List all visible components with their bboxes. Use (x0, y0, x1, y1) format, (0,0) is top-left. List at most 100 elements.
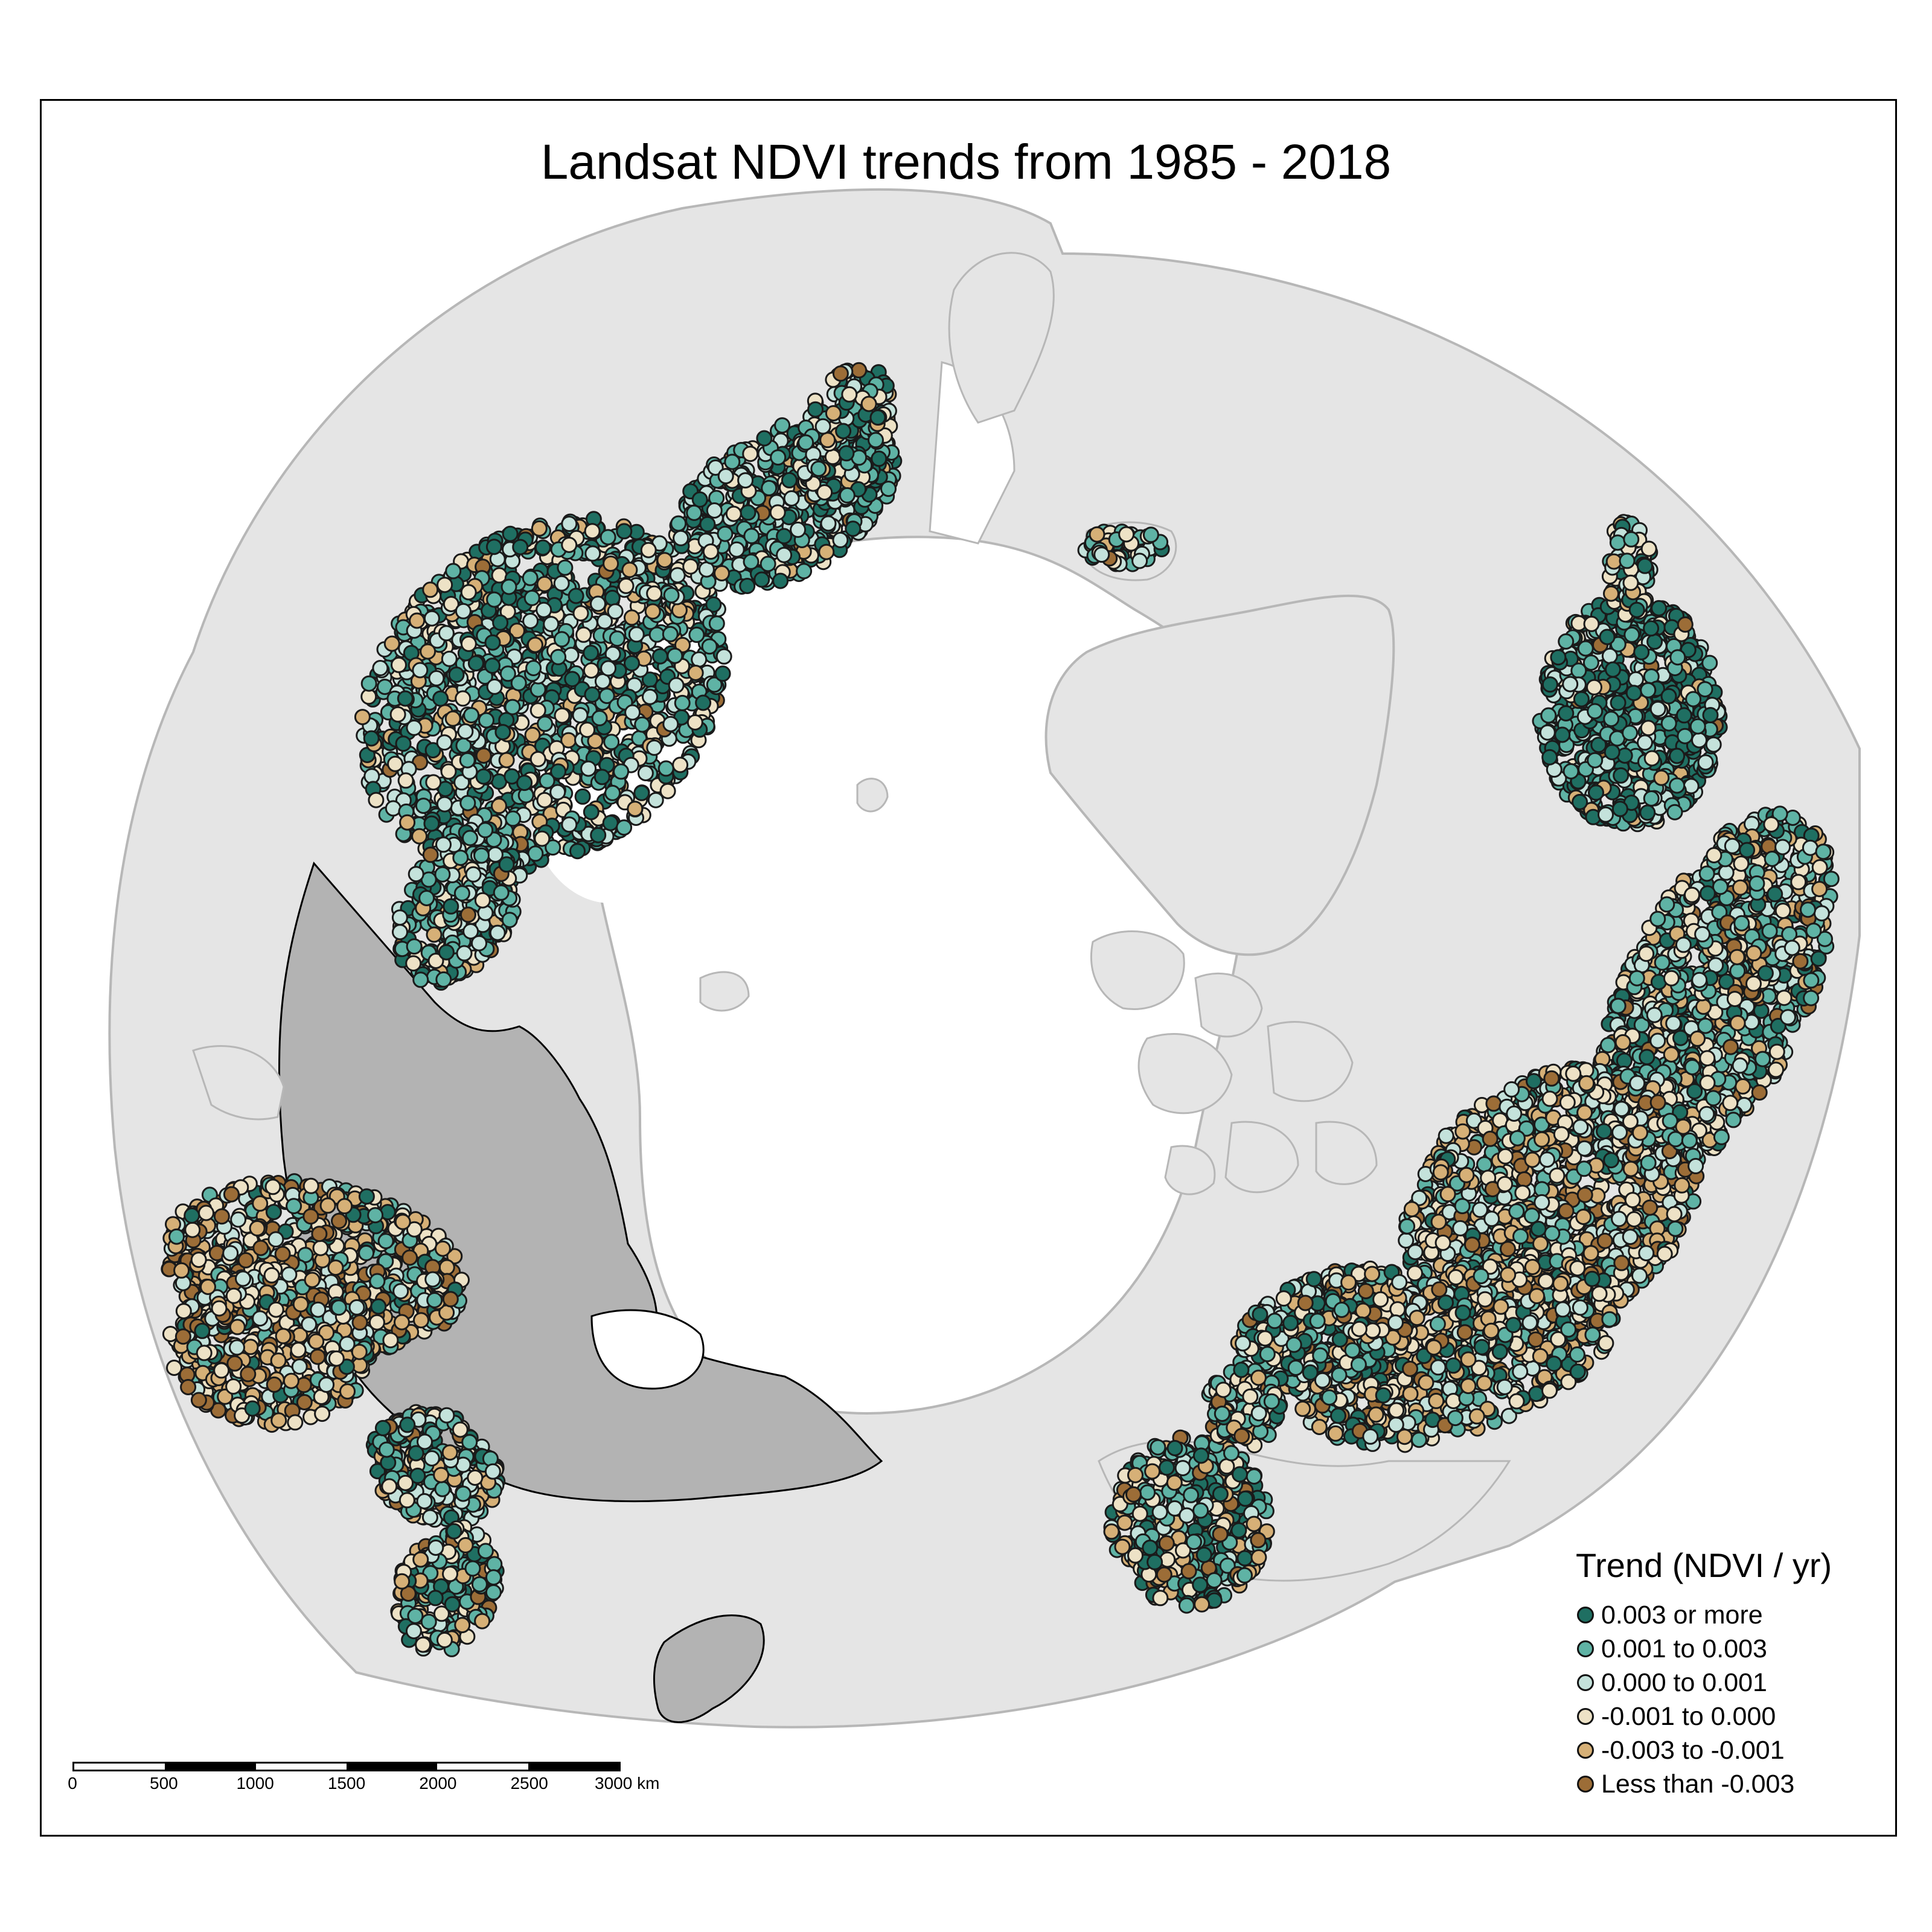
sample-point (494, 724, 511, 741)
sample-point (648, 626, 665, 643)
sample-point (420, 1613, 437, 1630)
sample-point (504, 699, 521, 715)
sample-point (415, 798, 432, 814)
sample-point (702, 543, 719, 560)
sample-point (1685, 691, 1702, 708)
sample-point (452, 1421, 469, 1438)
sample-point (213, 1208, 230, 1225)
sample-point (230, 1211, 247, 1228)
sample-point (807, 401, 824, 418)
sample-point (168, 1228, 185, 1245)
sample-point (391, 909, 408, 926)
sample-point (1613, 767, 1630, 784)
sample-point (275, 1328, 292, 1345)
sample-point (467, 1470, 484, 1486)
sample-point (328, 1350, 345, 1367)
sample-point (1611, 801, 1628, 817)
sample-point (1610, 694, 1627, 711)
sample-point (529, 702, 546, 719)
sample-point (374, 1419, 391, 1436)
sample-point (190, 1252, 207, 1268)
sample-point (382, 1332, 399, 1349)
sample-point (455, 690, 472, 707)
sample-point (609, 630, 625, 647)
sample-point (1570, 662, 1587, 679)
sample-point (1697, 754, 1714, 771)
sample-point (270, 1412, 287, 1429)
sample-point (263, 1267, 280, 1284)
sample-point (769, 504, 786, 521)
sample-point (1550, 649, 1567, 666)
sample-point (814, 418, 831, 435)
sample-point (448, 667, 465, 683)
sample-point (851, 362, 868, 379)
sample-point (1669, 747, 1686, 764)
sample-point (845, 520, 862, 537)
sample-point (452, 849, 469, 866)
sample-point (309, 1348, 326, 1365)
sample-point (591, 709, 608, 726)
sample-point (1539, 724, 1556, 741)
sample-point (656, 552, 673, 569)
sample-point (618, 577, 635, 594)
sample-point (222, 1245, 239, 1262)
sample-point (529, 750, 546, 767)
sample-point (682, 558, 699, 575)
sample-point (327, 1259, 344, 1276)
sample-point (471, 1576, 488, 1593)
sample-point (644, 603, 661, 620)
sample-point (486, 678, 503, 695)
sample-point (464, 1560, 481, 1577)
sample-point (358, 1244, 375, 1261)
sample-point (387, 755, 404, 772)
sample-point (459, 752, 476, 769)
sample-point (691, 491, 708, 508)
sample-point (415, 1636, 432, 1653)
sample-point (225, 1378, 242, 1395)
sample-point (1142, 526, 1159, 543)
sample-point (502, 525, 519, 542)
sample-point (593, 769, 610, 785)
sample-point (1583, 615, 1600, 632)
sample-point (408, 1445, 424, 1462)
sample-point (242, 1339, 259, 1355)
sample-point (1640, 720, 1657, 737)
sample-point (1653, 769, 1670, 786)
sample-point (674, 694, 691, 711)
sample-point (267, 1231, 284, 1248)
sample-point (568, 587, 584, 604)
sample-point (706, 502, 723, 519)
sample-point (743, 528, 760, 545)
sample-point (405, 955, 422, 972)
sample-point (584, 545, 601, 562)
sample-point (832, 531, 849, 548)
sample-point (772, 572, 789, 589)
sample-point (292, 1296, 309, 1313)
ndvi-sample-points (161, 362, 1840, 1657)
sample-point (399, 1416, 416, 1433)
sample-point (662, 625, 679, 642)
sample-point (420, 643, 437, 660)
sample-point (1573, 691, 1590, 708)
sample-point (413, 1312, 429, 1329)
sample-point (816, 484, 833, 501)
sample-point (493, 884, 510, 901)
sample-point (351, 1314, 368, 1331)
sample-point (717, 525, 734, 542)
sample-point (1587, 752, 1604, 769)
sample-point (839, 487, 856, 504)
sample-point (434, 1240, 451, 1257)
sample-point (310, 1301, 327, 1318)
sample-point (616, 819, 633, 836)
sample-point (1541, 749, 1558, 766)
sample-point (385, 800, 401, 817)
sample-point (584, 686, 601, 703)
sample-point (485, 1584, 502, 1601)
sample-point (737, 472, 754, 489)
sample-point (368, 792, 385, 808)
sample-point (283, 1372, 299, 1389)
sample-point (1639, 804, 1656, 821)
sample-point (1649, 700, 1666, 717)
sample-point (407, 1608, 424, 1624)
sample-point (1586, 679, 1602, 696)
